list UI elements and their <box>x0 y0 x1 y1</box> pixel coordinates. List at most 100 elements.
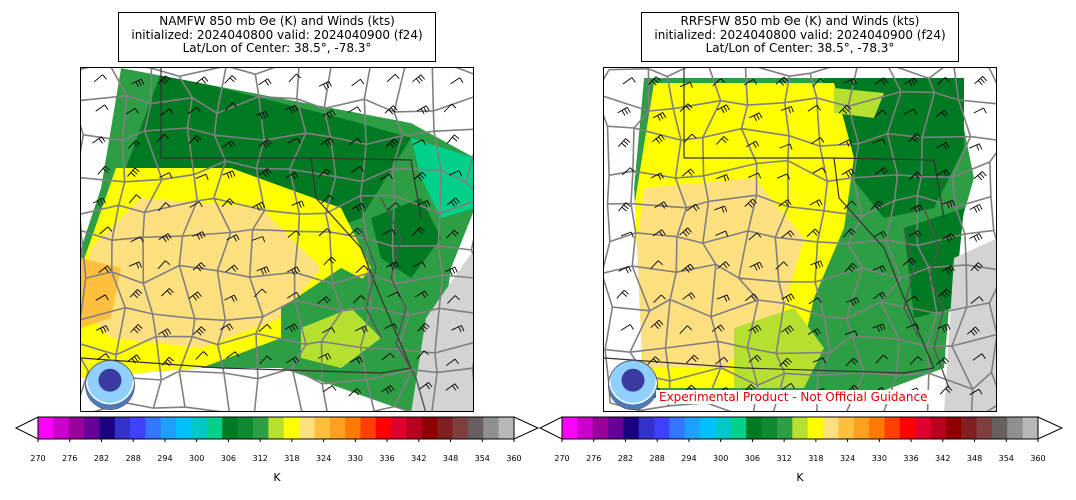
wind-barbs <box>92 73 465 397</box>
colorbar-swatch <box>577 417 594 439</box>
colorbar-tick-label: 282 <box>93 454 110 463</box>
state-boundaries <box>604 68 945 374</box>
colorbar-under-arrow <box>538 416 563 440</box>
left-map[interactable] <box>80 67 474 412</box>
left-title-line-3: Lat/Lon of Center: 38.5°, -78.3° <box>182 41 372 55</box>
wind-barb <box>127 354 141 364</box>
wind-barb <box>681 168 695 177</box>
wind-barb <box>652 112 667 121</box>
wind-barb <box>838 104 852 114</box>
wind-barb <box>219 323 234 331</box>
colorbar-swatch <box>206 417 223 439</box>
wind-barb <box>443 103 457 113</box>
right-map[interactable]: Experimental Product - Not Official Guid… <box>603 67 997 412</box>
wind-barb <box>617 106 631 116</box>
wind-barb <box>811 137 825 145</box>
wind-barb <box>450 77 464 85</box>
wind-barb <box>412 74 426 84</box>
wind-barb <box>287 137 301 144</box>
wind-barb <box>941 265 955 275</box>
wind-barb <box>679 325 693 334</box>
colorbar-tick-label: 324 <box>839 454 856 463</box>
wind-barb <box>350 166 364 174</box>
wind-barb <box>127 167 140 177</box>
colorbar-swatch <box>114 417 131 439</box>
wind-barb <box>158 233 172 243</box>
wind-barb <box>716 294 730 302</box>
colorbar-swatch <box>562 417 578 439</box>
wind-barb <box>256 266 270 275</box>
colorbar-tick-label: 294 <box>681 454 697 463</box>
colorbar-swatch <box>237 417 254 439</box>
wind-barb <box>654 201 668 209</box>
wind-barb <box>807 328 821 336</box>
colorbar-swatch <box>375 417 392 439</box>
wind-barb <box>653 294 666 304</box>
wind-barb <box>323 385 337 393</box>
wind-barb <box>258 139 272 149</box>
wind-barb <box>843 78 857 86</box>
wind-barb <box>384 323 398 330</box>
colorbar-swatch <box>406 417 423 439</box>
wind-barb <box>347 106 362 113</box>
wind-barb <box>221 198 235 208</box>
colorbar-over-arrow <box>513 416 540 440</box>
wind-barb <box>746 140 760 149</box>
wind-barb <box>222 140 236 148</box>
wind-barb <box>843 200 857 210</box>
wind-barb <box>970 296 984 304</box>
right-colorbar-unit: K <box>796 471 804 484</box>
wind-barb <box>780 325 794 335</box>
wind-barb <box>679 103 693 112</box>
colorbar-over-arrow <box>1037 416 1064 440</box>
wind-barb <box>679 227 692 237</box>
wind-barb <box>622 77 636 85</box>
wind-barb <box>744 198 758 208</box>
wind-barb <box>317 296 331 304</box>
wind-barb <box>322 109 336 119</box>
wind-barb <box>321 194 334 204</box>
wind-barb <box>189 201 203 208</box>
wind-barb <box>226 351 240 359</box>
colorbar-tick-label: 300 <box>189 454 205 463</box>
colorbar-swatch <box>930 417 947 439</box>
wind-barb <box>97 165 110 175</box>
wind-barb <box>413 171 427 181</box>
wind-barb <box>909 204 924 213</box>
colorbar-swatch <box>53 417 70 439</box>
right-title-line-3: Lat/Lon of Center: 38.5°, -78.3° <box>705 41 895 55</box>
wind-barb <box>348 388 362 397</box>
wind-barb <box>647 356 661 365</box>
right-map-title: RRFSFW 850 mb Θe (K) and Winds (kts) ini… <box>641 12 959 62</box>
wind-barb <box>412 139 426 146</box>
wind-barb <box>812 167 826 174</box>
wind-barb <box>748 232 762 241</box>
field-region <box>371 198 441 278</box>
colorbar-tick-label: 354 <box>474 454 490 463</box>
wind-barb <box>942 199 956 209</box>
wind-barb <box>157 260 171 270</box>
right-colorbar <box>538 416 1064 442</box>
wind-barb <box>748 324 762 334</box>
wind-barb <box>942 232 956 242</box>
colorbar-swatch <box>130 417 146 439</box>
colorbar-swatch <box>592 417 609 439</box>
colorbar-frame <box>561 416 1039 440</box>
wind-barb <box>935 110 949 118</box>
colorbar-swatch <box>145 417 162 439</box>
wind-barb <box>742 384 756 394</box>
wind-barb <box>157 328 172 338</box>
wind-barb <box>384 105 398 115</box>
wind-barb <box>845 357 859 367</box>
wind-barb <box>157 75 171 85</box>
wind-barb <box>351 78 365 87</box>
wind-barb <box>936 357 949 366</box>
wind-barb <box>318 168 331 178</box>
wind-barb <box>128 261 142 269</box>
wind-barb <box>903 108 917 115</box>
wind-barb <box>748 354 762 363</box>
wind-barb <box>192 231 206 240</box>
colorbar-tick-label: 300 <box>713 454 729 463</box>
wind-barb <box>387 291 401 298</box>
wind-barb <box>387 202 401 211</box>
